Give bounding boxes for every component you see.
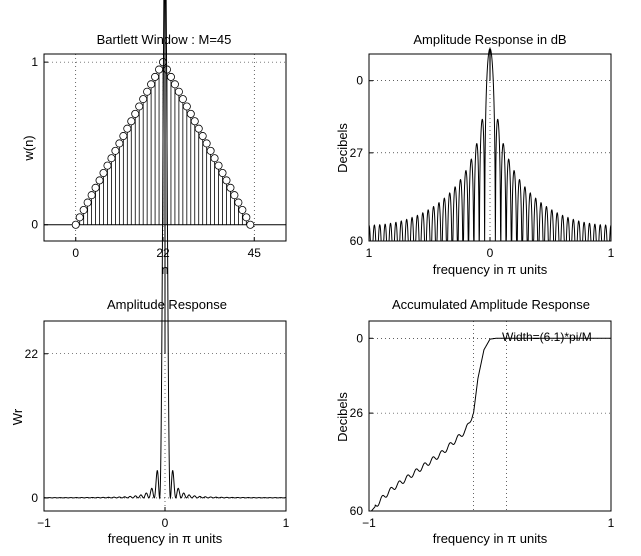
stem-marker	[99, 168, 108, 177]
amp-ylabel: Wr	[10, 408, 25, 425]
y-tick-label: 60	[350, 504, 364, 518]
acc-xlabel: frequency in π units	[433, 531, 548, 546]
stem-marker	[127, 117, 136, 126]
stem-marker	[170, 80, 179, 89]
db-ticks: 1 0 1 0 27 60	[350, 74, 615, 260]
y-tick-label: 0	[356, 74, 363, 88]
acc-series-line	[369, 337, 611, 512]
acc-title: Accumulated Amplitude Response	[392, 297, 590, 312]
x-tick-label: 0	[487, 246, 494, 260]
stem-marker	[242, 213, 251, 222]
x-tick-label: 1	[283, 516, 290, 530]
y-tick-label: 27	[350, 146, 364, 160]
stem-marker	[218, 168, 227, 177]
stem-marker	[166, 72, 175, 81]
x-tick-label: 45	[248, 246, 262, 260]
x-tick-label: −1	[37, 516, 51, 530]
stem-marker	[226, 183, 235, 192]
stem-marker	[198, 132, 207, 141]
stem-marker	[147, 80, 156, 89]
x-tick-label: 1	[366, 246, 373, 260]
acc-axes-box	[368, 320, 612, 512]
stem-marker	[246, 220, 255, 229]
y-tick-label: 22	[25, 347, 39, 361]
stem-marker	[190, 117, 199, 126]
amp-xlabel: frequency in π units	[108, 531, 223, 546]
db-xlabel: frequency in π units	[433, 262, 548, 277]
stem-marker	[186, 109, 195, 118]
y-tick-label: 0	[31, 218, 38, 232]
stem-marker	[210, 154, 219, 163]
x-tick-label: 22	[156, 246, 170, 260]
db-curve	[368, 47, 612, 242]
stem-marker	[139, 95, 148, 104]
stem-marker	[155, 65, 164, 74]
x-tick-label: 0	[162, 516, 169, 530]
stem-marker	[202, 139, 211, 148]
stem-marker	[111, 146, 120, 155]
stem-marker	[178, 95, 187, 104]
db-series-line	[368, 47, 612, 242]
amp-title: Amplitude Response	[107, 297, 227, 312]
stem-marker	[194, 124, 203, 133]
stem-marker	[234, 198, 243, 207]
amp-curve	[44, 0, 286, 500]
stem-marker	[75, 213, 84, 222]
acc-curve	[369, 337, 611, 512]
stem-marker	[214, 161, 223, 170]
stem-marker	[206, 146, 215, 155]
stem-marker	[174, 87, 183, 96]
x-tick-label: 1	[608, 516, 615, 530]
stem-marker	[107, 154, 116, 163]
acc-ticks: −1 1 0 26 60	[350, 331, 615, 530]
stem-marker	[91, 183, 100, 192]
db-ylabel: Decibels	[335, 123, 350, 173]
stem-marker	[87, 191, 96, 200]
stem-marker	[79, 205, 88, 214]
acc-ylabel: Decibels	[335, 392, 350, 442]
acc-grid	[369, 321, 611, 511]
db-title: Amplitude Response in dB	[413, 32, 566, 47]
window-ticks: 0 22 45 0 1	[31, 55, 261, 260]
stem-marker	[135, 102, 144, 111]
stem-marker	[95, 176, 104, 185]
window-ylabel: w(n)	[21, 135, 36, 161]
stem-marker	[182, 102, 191, 111]
x-tick-label: −1	[362, 516, 376, 530]
stem-marker	[83, 198, 92, 207]
panel-db-response: Amplitude Response in dB 1 0 1 0 27 60 freque…	[335, 32, 615, 277]
stem-marker	[238, 205, 247, 214]
stem-marker	[131, 109, 140, 118]
stem-marker	[123, 124, 132, 133]
panel-amplitude: Amplitude Response −1 0 1 0 22 frequency in …	[10, 0, 290, 546]
panel-accumulated: Accumulated Amplitude Response −1 102660 …	[335, 297, 615, 546]
acc-annotation: Width=(6.1)*pi/M	[502, 330, 592, 344]
stem-marker	[103, 161, 112, 170]
amp-series-line	[44, 0, 286, 500]
y-tick-label: 0	[31, 491, 38, 505]
y-tick-label: 60	[350, 234, 364, 248]
stem-marker	[119, 132, 128, 141]
db-grid	[369, 54, 611, 241]
x-tick-label: 1	[608, 246, 615, 260]
window-stems	[44, 58, 286, 229]
stem-marker	[151, 72, 160, 81]
y-tick-label: 26	[350, 406, 364, 420]
stem-marker	[230, 191, 239, 200]
stem-marker	[222, 176, 231, 185]
y-tick-label: 1	[31, 55, 38, 69]
stem-marker	[143, 87, 152, 96]
x-tick-label: 0	[72, 246, 79, 260]
y-tick-label: 0	[356, 331, 363, 345]
stem-marker	[71, 220, 80, 229]
amp-ticks: −1 0 1 0 22	[25, 347, 290, 530]
stem-marker	[115, 139, 124, 148]
